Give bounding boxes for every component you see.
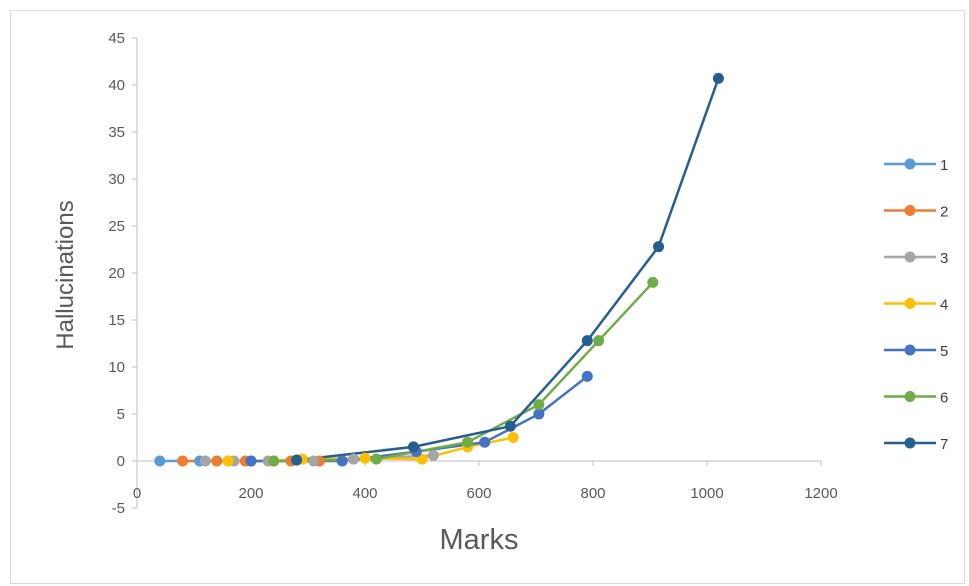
- y-tick-label: 15: [108, 312, 125, 329]
- data-point-series-5: [336, 455, 348, 467]
- legend-marker-7: [904, 437, 916, 449]
- data-point-series-6: [268, 455, 280, 467]
- legend-marker-3: [904, 251, 916, 263]
- y-tick-label: 45: [108, 30, 125, 47]
- legend-marker-5: [904, 344, 916, 356]
- data-point-series-6: [533, 399, 545, 411]
- series-lines: [159, 77, 720, 463]
- x-tick-label: 200: [238, 485, 263, 502]
- x-tick-label: 600: [466, 485, 491, 502]
- y-tick-label: 25: [108, 218, 125, 235]
- legend-marker-2: [904, 205, 916, 216]
- data-point-series-6: [647, 276, 659, 288]
- y-tick-label: 10: [108, 359, 125, 376]
- x-axis-title: Marks: [440, 524, 519, 556]
- legend-marker-4: [904, 298, 916, 309]
- data-point-series-6: [462, 436, 474, 448]
- legend-label-2: 2: [940, 204, 948, 221]
- x-tick-label: 1200: [804, 485, 837, 502]
- x-tick-label: 800: [580, 485, 605, 502]
- y-tick-label: 30: [108, 171, 125, 188]
- data-point-series-6: [593, 335, 605, 347]
- data-point-series-7: [653, 241, 665, 253]
- data-point-series-3: [199, 455, 211, 467]
- data-point-series-4: [507, 432, 519, 443]
- x-tick-label: 1000: [690, 485, 723, 502]
- legend-label-1: 1: [940, 157, 948, 174]
- data-point-series-7: [407, 441, 419, 453]
- data-point-series-5: [479, 436, 491, 448]
- data-point-series-1: [154, 455, 166, 467]
- data-point-series-3: [308, 455, 320, 467]
- series-points: [154, 72, 724, 467]
- data-point-series-6: [370, 453, 382, 465]
- y-tick-label: 0: [117, 453, 125, 470]
- data-point-series-5: [533, 408, 545, 420]
- y-tick-label: 35: [108, 124, 125, 141]
- data-point-series-7: [504, 420, 516, 432]
- data-point-series-3: [427, 449, 439, 461]
- data-point-series-5: [581, 370, 593, 382]
- y-tick-label: 40: [108, 77, 125, 94]
- data-point-series-4: [416, 453, 428, 465]
- data-point-series-2: [211, 455, 223, 467]
- data-point-series-3: [348, 453, 360, 465]
- x-tick-label: 400: [352, 485, 377, 502]
- data-point-series-7: [712, 72, 724, 84]
- legend-label-3: 3: [940, 250, 948, 267]
- series-line-6: [273, 281, 654, 463]
- y-tick-label: 5: [117, 406, 125, 423]
- legend: 1 2 3 4 5 6 7: [884, 157, 948, 453]
- data-point-series-7: [291, 454, 303, 466]
- series-line-7: [296, 77, 720, 462]
- legend-label-5: 5: [940, 343, 948, 360]
- data-point-series-4: [359, 452, 371, 464]
- legend-marker-6: [904, 391, 916, 402]
- legend-label-7: 7: [940, 436, 948, 453]
- legend-label-4: 4: [940, 297, 948, 314]
- legend-marker-1: [904, 158, 916, 170]
- y-axis-title: Hallucinations: [52, 200, 79, 349]
- y-tick-label: -5: [112, 500, 125, 517]
- data-point-series-2: [177, 455, 189, 467]
- y-tick-label: 20: [108, 265, 125, 282]
- data-point-series-4: [222, 455, 234, 467]
- x-tick-label: 0: [133, 485, 141, 502]
- data-point-series-7: [581, 335, 593, 347]
- legend-label-6: 6: [940, 390, 948, 407]
- chart-frame: [10, 10, 965, 584]
- data-point-series-5: [245, 455, 257, 467]
